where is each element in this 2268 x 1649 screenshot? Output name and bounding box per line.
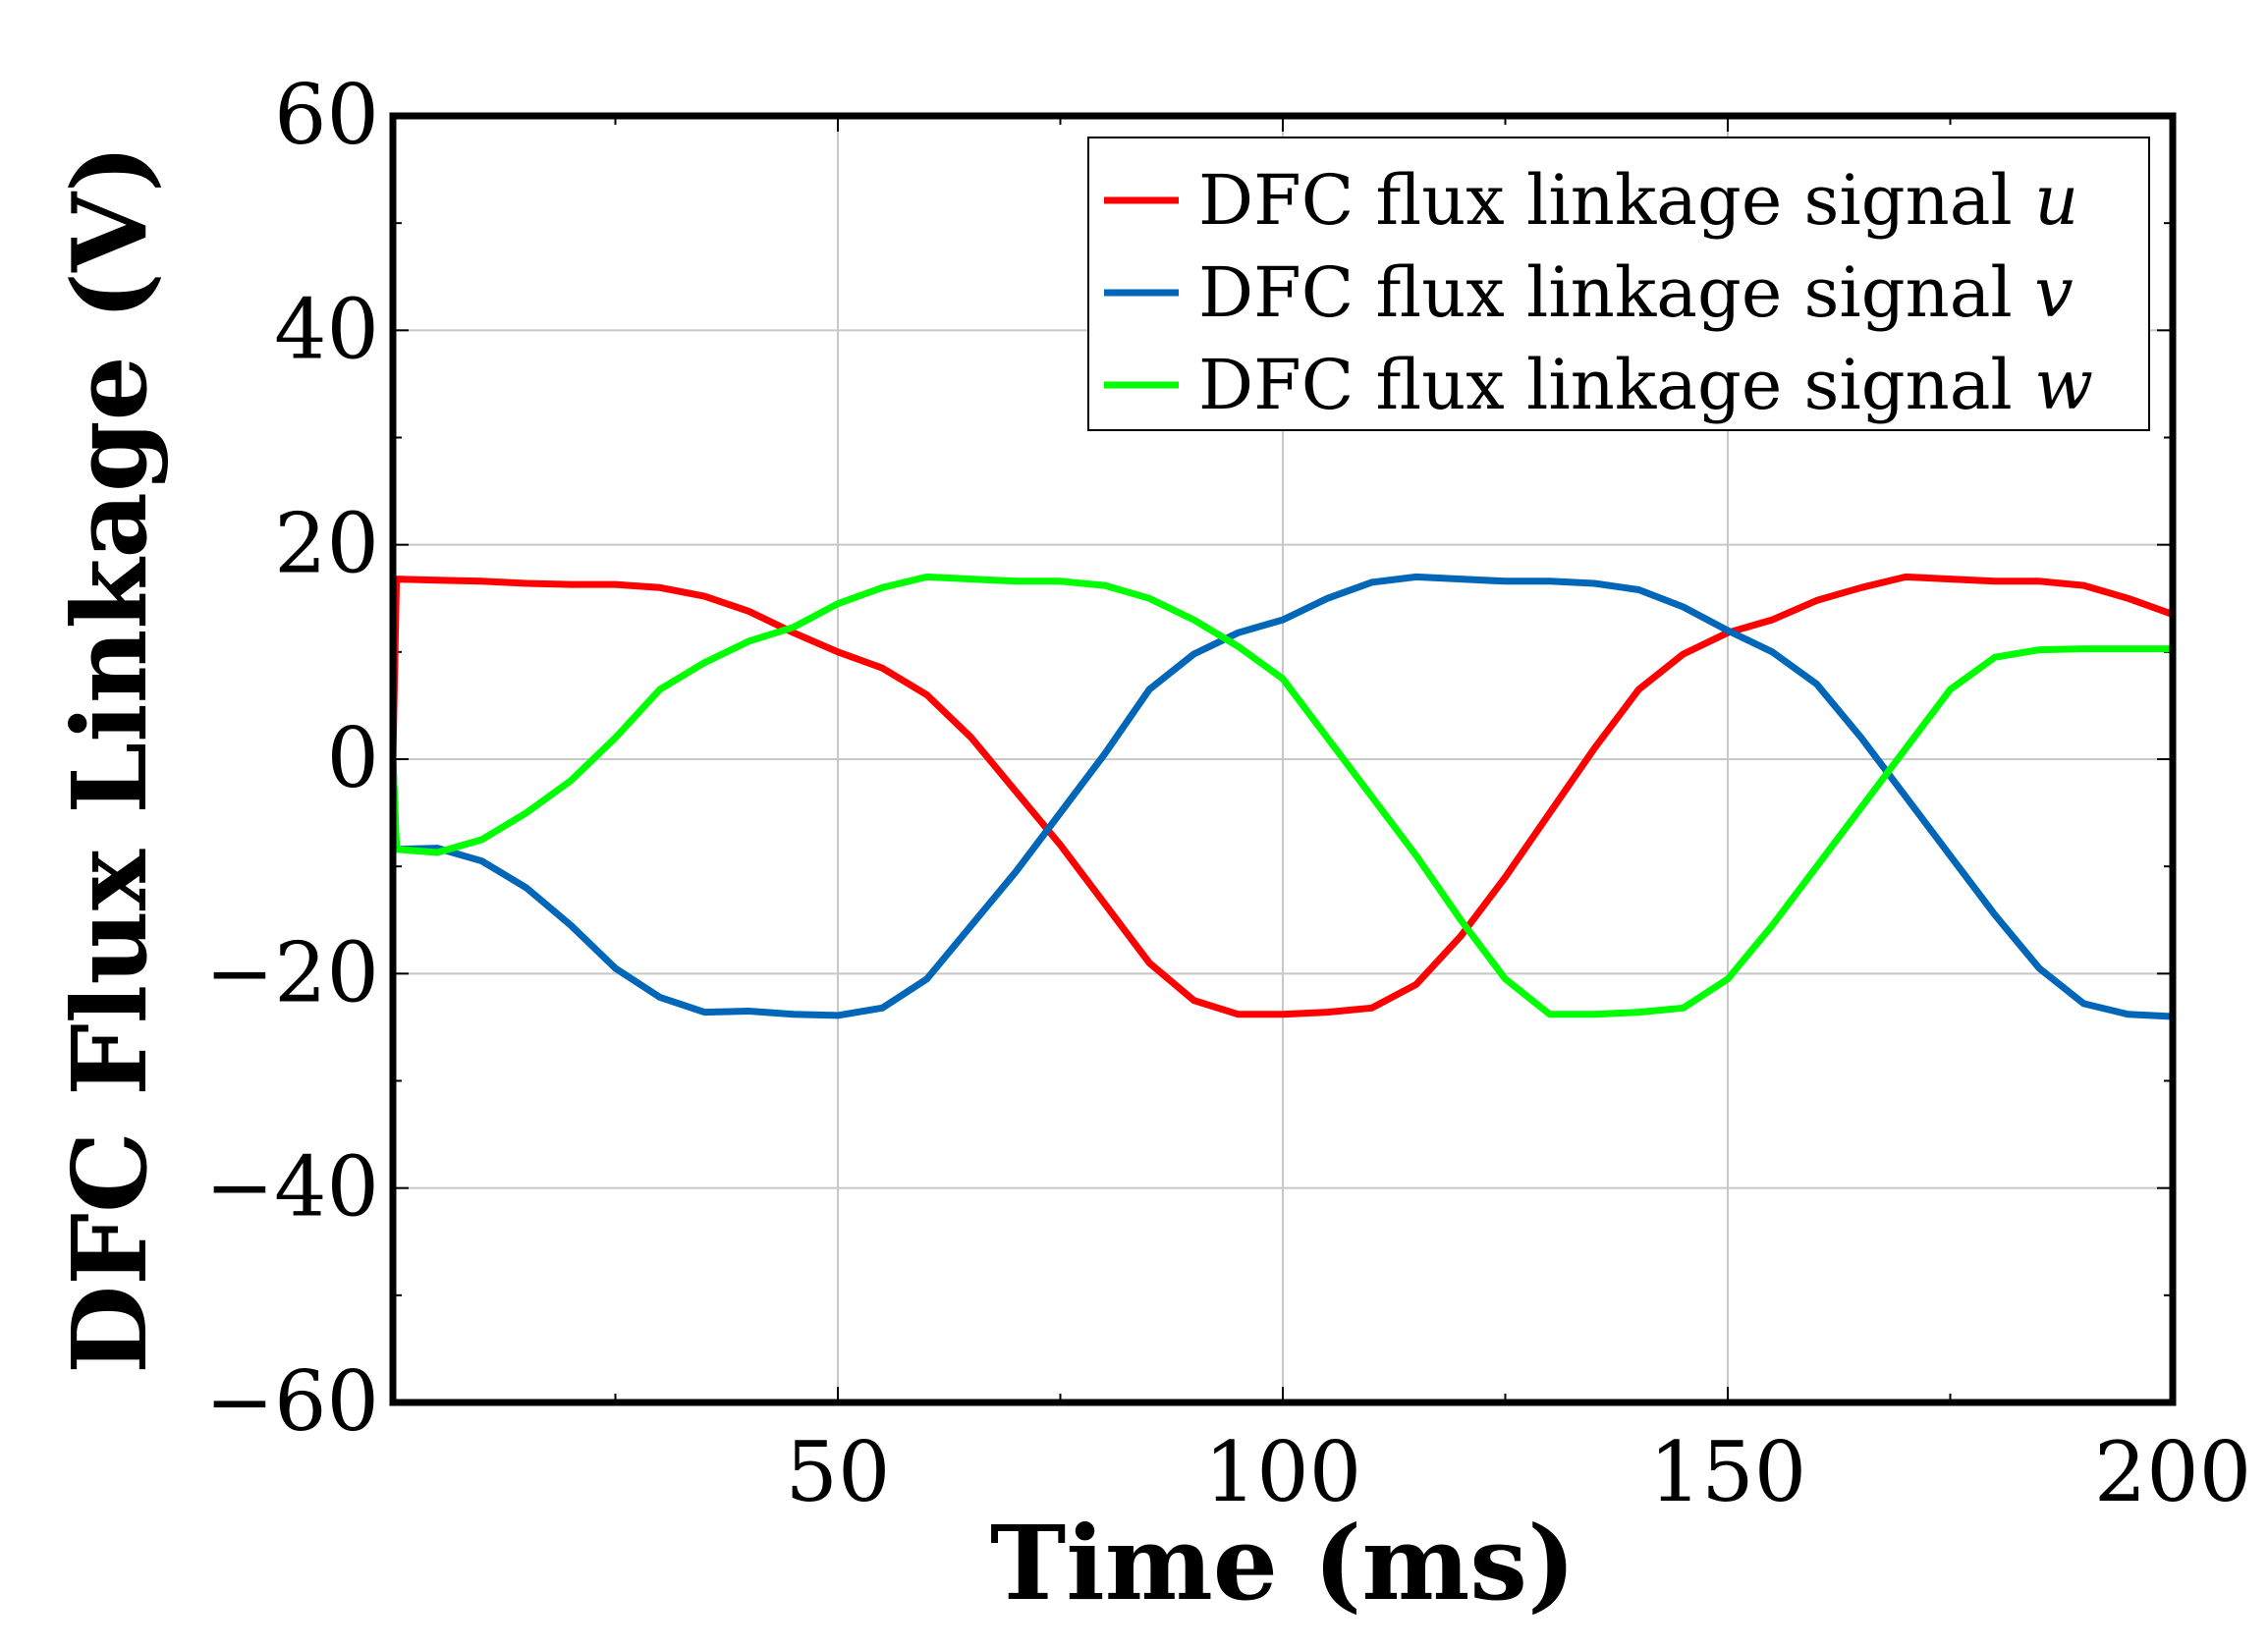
y-tick-label: −60 <box>205 1353 379 1450</box>
series-line-v <box>389 573 2177 1020</box>
data-series <box>389 573 2177 1020</box>
y-tick-label: 20 <box>274 496 379 592</box>
legend-label-text: DFC flux linkage signal <box>1198 160 2034 241</box>
x-tick-label: 150 <box>1649 1424 1806 1520</box>
y-tick-label: −40 <box>205 1139 379 1236</box>
y-tick-label: 40 <box>274 281 379 377</box>
series-line-w <box>389 573 2177 1018</box>
x-tick-labels: 50 100 150 200 <box>786 1424 2252 1520</box>
legend-label-variable: w <box>2034 345 2093 425</box>
legend-label-text: DFC flux linkage signal <box>1198 252 2034 333</box>
y-tick-label: −20 <box>205 924 379 1020</box>
x-tick-label: 200 <box>2094 1424 2251 1520</box>
legend-box <box>1087 137 2150 431</box>
legend-label-u: DFC flux linkage signal u <box>1198 160 2078 241</box>
y-axis-title: DFC Flux Linkage (V) <box>49 144 170 1374</box>
legend-label-variable: u <box>2034 160 2078 241</box>
x-axis-title: Time (ms) <box>990 1503 1576 1623</box>
legend-label-text: DFC flux linkage signal <box>1198 345 2034 425</box>
legend-label-v: DFC flux linkage signal v <box>1198 252 2074 333</box>
legend-label-variable: v <box>2034 252 2074 333</box>
x-tick-label: 100 <box>1204 1424 1361 1520</box>
series-line-u <box>389 573 2177 1018</box>
y-tick-label: 0 <box>327 710 379 806</box>
legend-label-w: DFC flux linkage signal w <box>1198 345 2093 425</box>
x-tick-label: 50 <box>786 1424 891 1520</box>
y-tick-labels: 60 40 20 0 −20 −40 −60 <box>205 67 379 1450</box>
plot-frame <box>389 112 2177 1406</box>
y-tick-label: 60 <box>274 67 379 163</box>
